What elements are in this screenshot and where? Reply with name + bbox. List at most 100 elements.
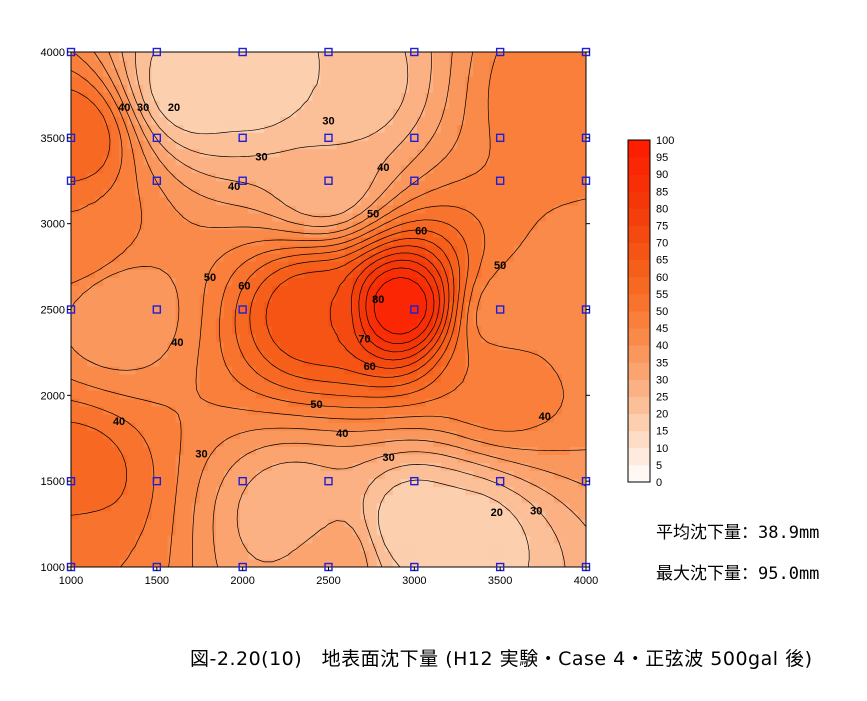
heatmap-cell (135, 462, 145, 472)
heatmap-cell (417, 76, 426, 85)
heatmap-cell (320, 237, 330, 246)
heatmap-cell (497, 414, 507, 423)
heatmap-cell (79, 333, 88, 343)
heatmap-cell (376, 188, 386, 198)
heatmap-cell (159, 438, 169, 447)
heatmap-cell (207, 172, 217, 182)
contour-label: 20 (168, 102, 180, 114)
heatmap-cell (529, 164, 539, 174)
heatmap-cell (417, 204, 426, 214)
contour-line-55 (71, 89, 469, 516)
heatmap-cell (79, 325, 88, 335)
heatmap-cell (449, 550, 458, 560)
heatmap-cell (336, 446, 346, 455)
heatmap-cell (433, 422, 442, 431)
contour-label: 60 (238, 280, 250, 292)
heatmap-cell (368, 212, 378, 222)
heatmap-cell (280, 269, 289, 278)
heatmap-cell (135, 172, 145, 182)
heatmap-cell (272, 381, 281, 391)
heatmap-cell (320, 406, 330, 415)
heatmap-cell (376, 132, 386, 142)
heatmap-cell (304, 84, 314, 93)
heatmap-cell (127, 422, 136, 431)
heatmap-cell (425, 430, 434, 439)
heatmap-cell (183, 237, 193, 246)
heatmap-cell (433, 92, 442, 101)
heatmap-cell (312, 494, 322, 504)
heatmap-cell (417, 373, 426, 383)
heatmap-cell (199, 229, 209, 238)
heatmap-cell (296, 438, 305, 447)
heatmap-cell (248, 381, 257, 391)
heatmap-cell (256, 462, 265, 472)
heatmap-cell (191, 100, 201, 109)
heatmap-cell (296, 132, 305, 142)
heatmap-cell (497, 124, 507, 134)
heatmap-cell (344, 414, 354, 423)
heatmap-cell (191, 534, 201, 544)
heatmap-cell (368, 116, 378, 126)
heatmap-cell (79, 204, 88, 214)
heatmap-cell (529, 494, 539, 504)
heatmap-cell (256, 430, 265, 439)
heatmap-cell (425, 373, 434, 383)
heatmap-cell (553, 502, 563, 512)
heatmap-cell (199, 180, 209, 190)
heatmap-cell (183, 301, 193, 311)
heatmap-cell (529, 558, 539, 567)
heatmap-cell (344, 196, 354, 206)
heatmap-cell (392, 220, 402, 230)
heatmap-cell (553, 454, 563, 463)
heatmap-cell (457, 381, 466, 391)
heatmap-cell (481, 494, 491, 504)
heatmap-cell (569, 245, 579, 254)
heatmap-cell (256, 148, 265, 158)
heatmap-cell (264, 309, 273, 319)
heatmap-cell (207, 373, 217, 383)
heatmap-cell (417, 470, 426, 480)
heatmap-cell (127, 381, 136, 391)
heatmap-cell (505, 156, 515, 166)
heatmap-cell (360, 349, 370, 359)
heatmap-cell (159, 52, 169, 61)
heatmap-cell (207, 333, 217, 343)
heatmap-cell (553, 132, 563, 142)
heatmap-cell (449, 542, 458, 552)
heatmap-cell (264, 349, 273, 359)
heatmap-cell (577, 438, 586, 447)
heatmap-cell (497, 156, 507, 166)
heatmap-cell (95, 116, 104, 126)
heatmap-cell (280, 100, 289, 109)
heatmap-cell (561, 92, 571, 101)
heatmap-cell (537, 365, 547, 375)
heatmap-cell (417, 148, 426, 158)
heatmap-cell (392, 502, 402, 512)
heatmap-cell (537, 92, 547, 101)
heatmap-cell (328, 341, 338, 351)
heatmap-cell (127, 462, 136, 472)
heatmap-cell (231, 558, 241, 567)
heatmap-cell (87, 140, 96, 150)
heatmap-cell (296, 108, 305, 117)
heatmap-cell (408, 52, 418, 61)
heatmap-cell (368, 237, 378, 246)
heatmap-cell (384, 116, 394, 126)
heatmap-cell (127, 60, 136, 69)
heatmap-cell (135, 478, 145, 488)
heatmap-cell (408, 389, 418, 399)
heatmap-cell (529, 116, 539, 126)
heatmap-cell (505, 245, 515, 254)
heatmap-cell (497, 406, 507, 415)
heatmap-cell (408, 494, 418, 504)
heatmap-cell (360, 148, 370, 158)
heatmap-cell (95, 422, 104, 431)
heatmap-cell (408, 100, 418, 109)
heatmap-cell (360, 534, 370, 544)
heatmap-cell (280, 84, 289, 93)
heatmap-cell (280, 180, 289, 190)
heatmap-cell (529, 277, 539, 286)
heatmap-cell (223, 534, 233, 544)
heatmap-cell (272, 398, 281, 407)
heatmap-cell (392, 373, 402, 383)
